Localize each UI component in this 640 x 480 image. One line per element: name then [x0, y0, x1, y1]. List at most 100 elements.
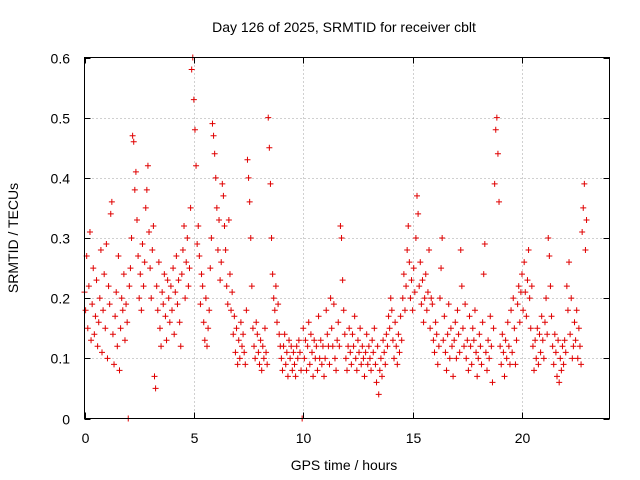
- data-point: [314, 367, 321, 374]
- data-point: [283, 349, 290, 356]
- data-point: [109, 331, 116, 338]
- data-point: [138, 307, 145, 314]
- data-point: [176, 319, 183, 326]
- data-point: [372, 361, 379, 368]
- data-point: [137, 271, 144, 278]
- x-tick-label: 0: [82, 430, 90, 446]
- data-point: [398, 337, 405, 344]
- data-point: [115, 253, 122, 260]
- data-point: [219, 180, 226, 187]
- data-point: [220, 192, 227, 199]
- data-point: [309, 349, 315, 356]
- data-point: [326, 361, 333, 368]
- data-point: [229, 289, 236, 296]
- data-point: [393, 343, 400, 350]
- data-point: [186, 265, 193, 272]
- data-point: [462, 301, 469, 308]
- y-tick-label: 0.6: [51, 51, 71, 67]
- data-point: [456, 349, 463, 356]
- data-point: [471, 307, 478, 314]
- data-point: [251, 343, 258, 350]
- data-point: [395, 331, 402, 338]
- data-point: [330, 301, 337, 308]
- data-point: [369, 337, 376, 344]
- data-point: [131, 186, 138, 193]
- data-point: [275, 301, 282, 308]
- data-point: [544, 331, 551, 338]
- data-point: [140, 283, 147, 290]
- data-point: [482, 349, 489, 356]
- data-point: [436, 295, 443, 302]
- data-point: [510, 295, 517, 302]
- data-point: [245, 174, 252, 181]
- data-point: [488, 343, 495, 350]
- data-point: [581, 180, 588, 187]
- data-point: [276, 331, 283, 338]
- data-point: [445, 301, 452, 308]
- data-point: [361, 373, 368, 380]
- data-point: [407, 295, 414, 302]
- data-point: [467, 343, 474, 350]
- data-point: [225, 216, 232, 223]
- data-point: [291, 361, 298, 368]
- data-point: [195, 222, 202, 229]
- data-point: [410, 265, 417, 272]
- data-point: [428, 295, 435, 302]
- data-point: [129, 132, 136, 139]
- data-point: [331, 355, 338, 362]
- data-point: [481, 241, 488, 248]
- data-point: [501, 373, 508, 380]
- data-point: [555, 337, 562, 344]
- data-point: [304, 343, 311, 350]
- data-point: [86, 228, 93, 235]
- data-point: [164, 277, 171, 284]
- data-point: [547, 283, 554, 290]
- data-point: [426, 247, 433, 254]
- data-point: [408, 277, 415, 284]
- data-point: [353, 367, 360, 374]
- data-point: [342, 355, 349, 362]
- data-point: [371, 325, 378, 332]
- data-point: [339, 277, 346, 284]
- data-point: [335, 319, 342, 326]
- data-point: [280, 343, 287, 350]
- data-point: [574, 355, 581, 362]
- data-point: [414, 192, 420, 199]
- data-point: [108, 198, 115, 205]
- data-point: [202, 295, 209, 302]
- data-point: [490, 325, 497, 332]
- data-point: [525, 247, 532, 254]
- data-point: [256, 361, 263, 368]
- data-point: [452, 319, 459, 326]
- data-point: [282, 361, 289, 368]
- x-axis-label: GPS time / hours: [291, 457, 398, 473]
- data-point: [268, 235, 275, 241]
- data-point: [292, 373, 299, 380]
- data-point: [534, 325, 541, 332]
- data-point: [396, 349, 403, 356]
- data-point: [489, 379, 496, 386]
- data-point: [513, 337, 520, 344]
- data-point: [150, 222, 157, 229]
- data-point: [187, 204, 194, 211]
- data-point: [294, 355, 301, 362]
- data-point: [502, 337, 509, 344]
- data-point: [111, 361, 118, 368]
- data-point: [154, 307, 161, 314]
- data-point: [496, 198, 503, 205]
- data-point: [146, 228, 153, 235]
- data-point: [113, 289, 120, 296]
- data-point: [169, 307, 175, 314]
- data-point: [344, 367, 350, 374]
- grid-lines: [84, 57, 610, 419]
- data-point: [527, 325, 534, 332]
- data-point: [101, 271, 108, 278]
- data-point: [509, 349, 516, 356]
- data-point: [242, 361, 249, 368]
- data-point: [455, 331, 462, 338]
- data-point: [492, 126, 499, 133]
- data-point: [429, 301, 436, 308]
- data-point: [175, 277, 182, 284]
- data-point: [188, 66, 195, 73]
- data-point: [381, 349, 388, 356]
